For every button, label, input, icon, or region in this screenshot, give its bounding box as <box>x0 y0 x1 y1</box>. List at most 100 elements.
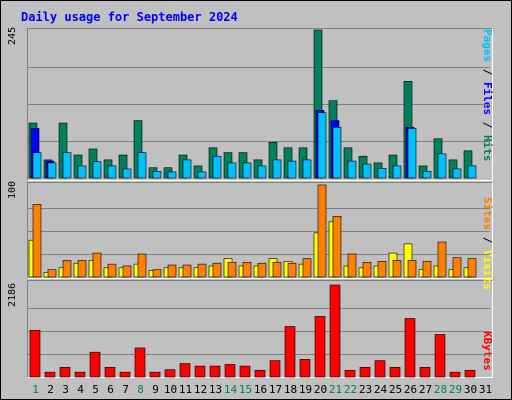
pages-bar <box>167 171 177 179</box>
pages-bar <box>122 168 132 179</box>
x-tick-label: 30 <box>463 383 478 396</box>
kbytes-bar <box>134 347 146 378</box>
sites-bar <box>92 252 102 278</box>
x-tick-label: 23 <box>358 383 373 396</box>
x-tick-label: 10 <box>163 383 178 396</box>
sites-bar <box>227 261 237 278</box>
kbytes-bar <box>359 367 371 378</box>
kbytes-bar <box>104 367 116 378</box>
pages-bar <box>362 163 372 179</box>
pages-bar <box>182 159 192 179</box>
sites-bar <box>212 262 222 278</box>
x-tick-label: 19 <box>298 383 313 396</box>
kbytes-bar <box>224 364 236 378</box>
pages-bar <box>242 162 252 179</box>
kbytes-bar <box>419 367 431 378</box>
pages-bar <box>437 153 447 179</box>
pages-bar <box>407 128 417 179</box>
kbytes-bar <box>314 316 326 378</box>
x-tick-label: 25 <box>388 383 403 396</box>
kbytes-bar <box>269 360 281 378</box>
sites-bar <box>287 262 297 278</box>
pages-bar <box>62 152 72 179</box>
kbytes-bar <box>89 351 101 378</box>
kbytes-bar <box>374 360 386 378</box>
sites-bar <box>242 261 252 278</box>
pages-bar <box>92 161 102 179</box>
x-tick-label: 26 <box>403 383 418 396</box>
x-tick-label: 7 <box>122 383 129 396</box>
x-tick-label: 14 <box>223 383 238 396</box>
pages-bar <box>467 165 477 179</box>
x-tick-label: 9 <box>152 383 159 396</box>
x-tick-label: 13 <box>208 383 223 396</box>
sites-bar <box>392 260 402 278</box>
pages-bar <box>287 160 297 179</box>
x-tick-label: 21 <box>328 383 343 396</box>
sites-bar <box>32 204 42 278</box>
sites-bar <box>317 184 327 278</box>
sites-bar <box>137 253 147 278</box>
pages-bar <box>257 165 267 179</box>
x-tick-label: 29 <box>448 383 463 396</box>
panel-kbytes <box>27 280 493 378</box>
x-tick-label: 28 <box>433 383 448 396</box>
pages-bar <box>347 160 357 179</box>
x-tick-label: 24 <box>373 383 388 396</box>
sites-bar <box>47 269 57 278</box>
sites-bar <box>167 264 177 278</box>
kbytes-bar <box>404 318 416 378</box>
pages-bar <box>332 126 342 179</box>
x-tick-label: 22 <box>343 383 358 396</box>
kbytes-bar <box>209 365 221 378</box>
pages-bar <box>47 162 57 179</box>
sites-bar <box>302 258 312 278</box>
sites-bar <box>422 261 432 278</box>
kbytes-bar <box>389 367 401 378</box>
sites-bar <box>152 269 162 278</box>
kbytes-bar <box>464 369 476 378</box>
pages-bar <box>377 168 387 179</box>
x-tick-label: 5 <box>92 383 99 396</box>
kbytes-bar <box>194 365 206 378</box>
x-tick-label: 3 <box>62 383 69 396</box>
pages-bar <box>392 165 402 179</box>
sites-bar <box>377 261 387 278</box>
pages-bar <box>302 159 312 179</box>
sites-bar <box>107 263 117 278</box>
kbytes-bar <box>179 363 191 378</box>
kbytes-bar <box>449 371 461 378</box>
kbytes-bar <box>239 365 251 378</box>
x-tick-label: 11 <box>178 383 193 396</box>
kbytes-bar <box>434 334 446 378</box>
pages-bar <box>227 162 237 179</box>
kbytes-bar <box>344 369 356 378</box>
sites-bar <box>272 261 282 278</box>
x-tick-label: 6 <box>107 383 114 396</box>
x-tick-label: 17 <box>268 383 283 396</box>
kbytes-bar <box>119 371 131 378</box>
pages-bar <box>32 152 42 179</box>
pages-bar <box>152 171 162 179</box>
x-tick-label: 31 <box>478 383 493 396</box>
kbytes-bar <box>164 369 176 378</box>
x-tick-label: 15 <box>238 383 253 396</box>
x-tick-label: 20 <box>313 383 328 396</box>
sites-bar <box>77 260 87 278</box>
sites-bar <box>347 253 357 278</box>
x-tick-label: 27 <box>418 383 433 396</box>
kbytes-bar <box>149 371 161 378</box>
x-tick-label: 1 <box>32 383 39 396</box>
pages-bar <box>452 168 462 179</box>
sites-bar <box>332 215 342 278</box>
kbytes-bar <box>59 367 71 378</box>
x-tick-label: 18 <box>283 383 298 396</box>
kbytes-bar <box>299 359 311 378</box>
pages-bar <box>107 165 117 179</box>
kbytes-bar <box>284 326 296 378</box>
x-tick-label: 2 <box>47 383 54 396</box>
x-tick-label: 4 <box>77 383 84 396</box>
pages-bar <box>197 171 207 179</box>
sites-bar <box>122 265 132 278</box>
